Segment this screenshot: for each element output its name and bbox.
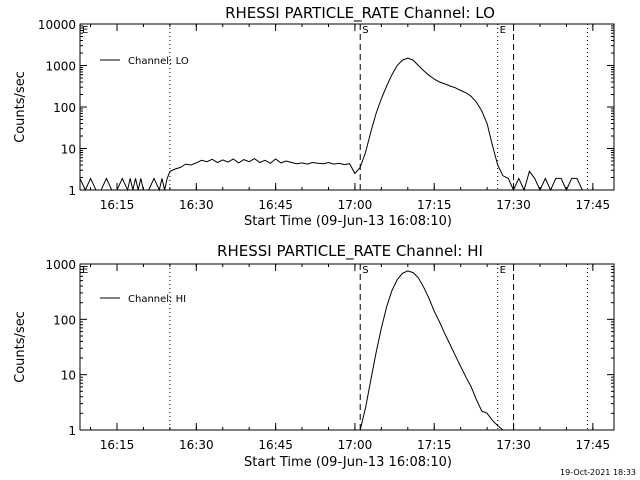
x-tick-label: 17:30 [496,198,531,212]
data-series-line [79,57,588,192]
x-tick-label: 17:45 [576,198,611,212]
panel-hi-channel: RHESSI PARTICLE_RATE Channel: HI Start T… [13,242,615,470]
y-tick-label: 1000 [45,60,76,74]
x-tick-label: 16:15 [100,198,135,212]
y-tick-label: 100 [53,313,76,327]
y-tick-label: 100 [53,101,76,115]
x-axis-label: Start Time (09-Jun-13 16:08:10) [244,214,452,229]
x-tick-label: 17:30 [496,438,531,452]
x-tick-label: 17:00 [338,438,373,452]
event-marker-label: E [82,265,88,276]
y-axis-label: Counts/sec [13,311,28,383]
x-tick-label: 16:30 [179,198,214,212]
y-tick-label: 10000 [38,18,76,32]
data-series-line [359,270,504,431]
x-tick-label: 16:15 [100,438,135,452]
x-tick-label: 17:15 [417,438,452,452]
panel-lo-channel: RHESSI PARTICLE_RATE Channel: LO Start T… [13,4,615,229]
y-axis-label: Counts/sec [13,71,28,143]
y-tick-label: 10 [61,143,76,157]
chart-title: RHESSI PARTICLE_RATE Channel: LO [225,4,495,23]
x-tick-label: 16:45 [258,198,293,212]
x-tick-label: 17:45 [576,438,611,452]
legend-label: Channel: HI [128,294,186,305]
event-marker-label: S [362,25,368,36]
chart-title: RHESSI PARTICLE_RATE Channel: HI [217,242,483,261]
y-tick-label: 1000 [45,258,76,272]
y-tick-label: 1 [68,424,76,438]
generation-timestamp: 19-Oct-2021 18:33 [560,468,636,477]
event-marker-label: E [500,265,506,276]
x-tick-label: 17:15 [417,198,452,212]
legend-label: Channel: LO [128,56,189,67]
y-tick-label: 10 [61,369,76,383]
y-tick-label: 1 [68,184,76,198]
x-axis-label: Start Time (09-Jun-13 16:08:10) [244,455,452,470]
event-marker-label: E [500,25,506,36]
event-marker-label: S [362,265,368,276]
x-tick-label: 16:30 [179,438,214,452]
x-tick-label: 16:45 [258,438,293,452]
plot-frame [79,263,615,431]
event-marker-label: E [82,25,88,36]
x-tick-label: 17:00 [338,198,373,212]
